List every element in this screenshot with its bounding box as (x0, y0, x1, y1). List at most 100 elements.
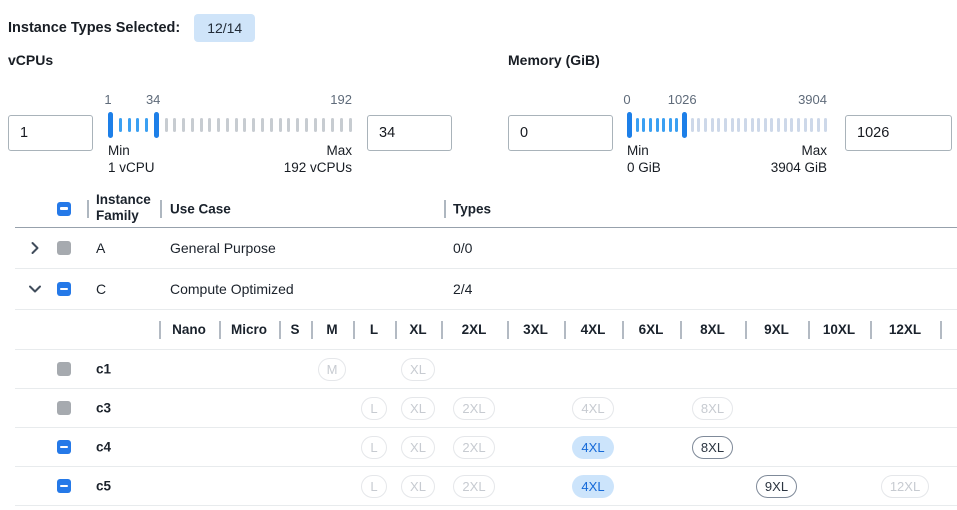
size-column-nano (159, 389, 219, 427)
memory-slider-track[interactable] (627, 111, 827, 139)
vcpus-min-detail: 1 vCPU (108, 160, 155, 175)
slider-tick (737, 118, 741, 132)
size-column-8xl: 8XL (680, 389, 745, 427)
vcpus-max-input[interactable] (367, 115, 452, 151)
size-pill-l: L (361, 435, 387, 459)
slider-tick (269, 118, 273, 132)
memory-max-word: Max (801, 143, 827, 158)
vcpus-slider[interactable]: 1 34 192 Min 1 vCPU Max 192 vCPUs (104, 92, 352, 176)
slider-tick (173, 118, 177, 132)
size-column-l: L (353, 428, 395, 466)
vcpus-max-word: Max (326, 143, 352, 158)
instance-checkbox-c5[interactable] (57, 479, 71, 493)
memory-scale-current: 1026 (667, 92, 697, 107)
instance-name: c4 (96, 439, 112, 455)
size-column-xl: XL (395, 389, 441, 427)
select-all-checkbox[interactable] (57, 201, 71, 216)
size-column-s: S (279, 310, 311, 349)
memory-min-word: Min (627, 143, 649, 158)
instance-checkbox-c4[interactable] (57, 440, 71, 454)
instance-name: c5 (96, 478, 112, 494)
slider-handle[interactable] (108, 112, 113, 138)
slider-tick (190, 118, 194, 132)
vcpus-min-caption: Min 1 vCPU (108, 142, 155, 176)
header-divider (87, 199, 89, 218)
memory-max-input[interactable] (845, 115, 952, 151)
size-pill-m: M (317, 357, 347, 381)
size-column-12xl (870, 389, 940, 427)
vcpus-slider-scale: 1 34 192 (104, 92, 352, 111)
instance-name: c3 (96, 400, 112, 416)
family-use-case: General Purpose (170, 240, 276, 256)
size-pill-8xl: 8XL (691, 396, 734, 420)
family-types-count: 0/0 (453, 240, 473, 256)
memory-min-input[interactable] (508, 115, 613, 151)
size-column-3xl (507, 467, 564, 505)
slider-tick (145, 118, 149, 132)
slider-tick (697, 118, 701, 132)
memory-slider-scale: 0 1026 3904 (623, 92, 827, 111)
slider-handle[interactable] (627, 112, 632, 138)
size-column-10xl (808, 428, 870, 466)
size-column-label: 6XL (638, 322, 664, 337)
size-pill-4xl[interactable]: 4XL (572, 435, 614, 459)
size-pill-xl: XL (401, 396, 435, 420)
indeterminate-mark (60, 287, 68, 291)
memory-slider[interactable]: 0 1026 3904 Min 0 GiB Max 3904 GiB (623, 92, 827, 176)
instance-checkbox-c1 (57, 362, 71, 376)
family-checkbox-c[interactable] (57, 282, 71, 296)
size-column-s (279, 467, 311, 505)
slider-handle[interactable] (153, 112, 159, 138)
slider-tick (783, 118, 787, 132)
size-pill-9xl[interactable]: 9XL (755, 474, 798, 498)
slider-tick (164, 118, 168, 132)
size-column-xl: XL (395, 467, 441, 505)
size-column-m: M (311, 350, 353, 388)
header-divider (444, 199, 446, 218)
slider-tick (182, 118, 186, 132)
instance-row-c4: c4 L XL 2XL 4XL 8XL (15, 428, 957, 467)
size-pill-xl: XL (401, 474, 435, 498)
size-column-2xl: 2XL (441, 467, 507, 505)
slider-tick (225, 118, 229, 132)
size-pill-xl: XL (401, 357, 435, 381)
memory-slider-minmax: Min 0 GiB Max 3904 GiB (627, 142, 827, 176)
size-column-m (311, 467, 353, 505)
size-pill-8xl[interactable]: 8XL (691, 435, 734, 459)
slider-tick (252, 118, 256, 132)
size-column-3xl: 3XL (507, 310, 564, 349)
slider-tick (717, 118, 721, 132)
slider-handle[interactable] (682, 112, 688, 138)
size-column-8xl (680, 350, 745, 388)
vcpus-max-caption: Max 192 vCPUs (284, 142, 352, 176)
size-column-9xl (745, 389, 808, 427)
slider-tick (642, 118, 646, 132)
size-column-12xl (870, 428, 940, 466)
column-header-use-case: Use Case (170, 201, 231, 216)
size-column-6xl (622, 467, 680, 505)
expand-chevron-icon[interactable] (27, 240, 43, 256)
memory-max-detail: 3904 GiB (770, 160, 827, 175)
table-header-row: Instance Family Use Case Types (15, 190, 957, 228)
family-name: C (96, 281, 107, 297)
collapse-chevron-icon[interactable] (27, 281, 43, 297)
size-column-m (311, 428, 353, 466)
size-column-8xl (680, 467, 745, 505)
size-column-nano (159, 350, 219, 388)
selection-summary: Instance Types Selected: 12/14 (0, 0, 957, 46)
size-column-nano: Nano (159, 310, 219, 349)
vcpus-min-input[interactable] (8, 115, 93, 151)
size-column-xl: XL (395, 310, 441, 349)
size-column-nano (159, 467, 219, 505)
size-pill-2xl: 2XL (453, 474, 495, 498)
size-column-micro (219, 428, 279, 466)
slider-tick (339, 118, 343, 132)
vcpus-slider-track[interactable] (108, 111, 352, 139)
column-header-types: Types (453, 201, 492, 216)
size-column-4xl (564, 350, 622, 388)
size-pill-4xl[interactable]: 4XL (572, 474, 614, 498)
slider-tick (710, 118, 714, 132)
size-column-9xl (745, 428, 808, 466)
family-types-count: 2/4 (453, 281, 473, 297)
size-column-m: M (311, 310, 353, 349)
